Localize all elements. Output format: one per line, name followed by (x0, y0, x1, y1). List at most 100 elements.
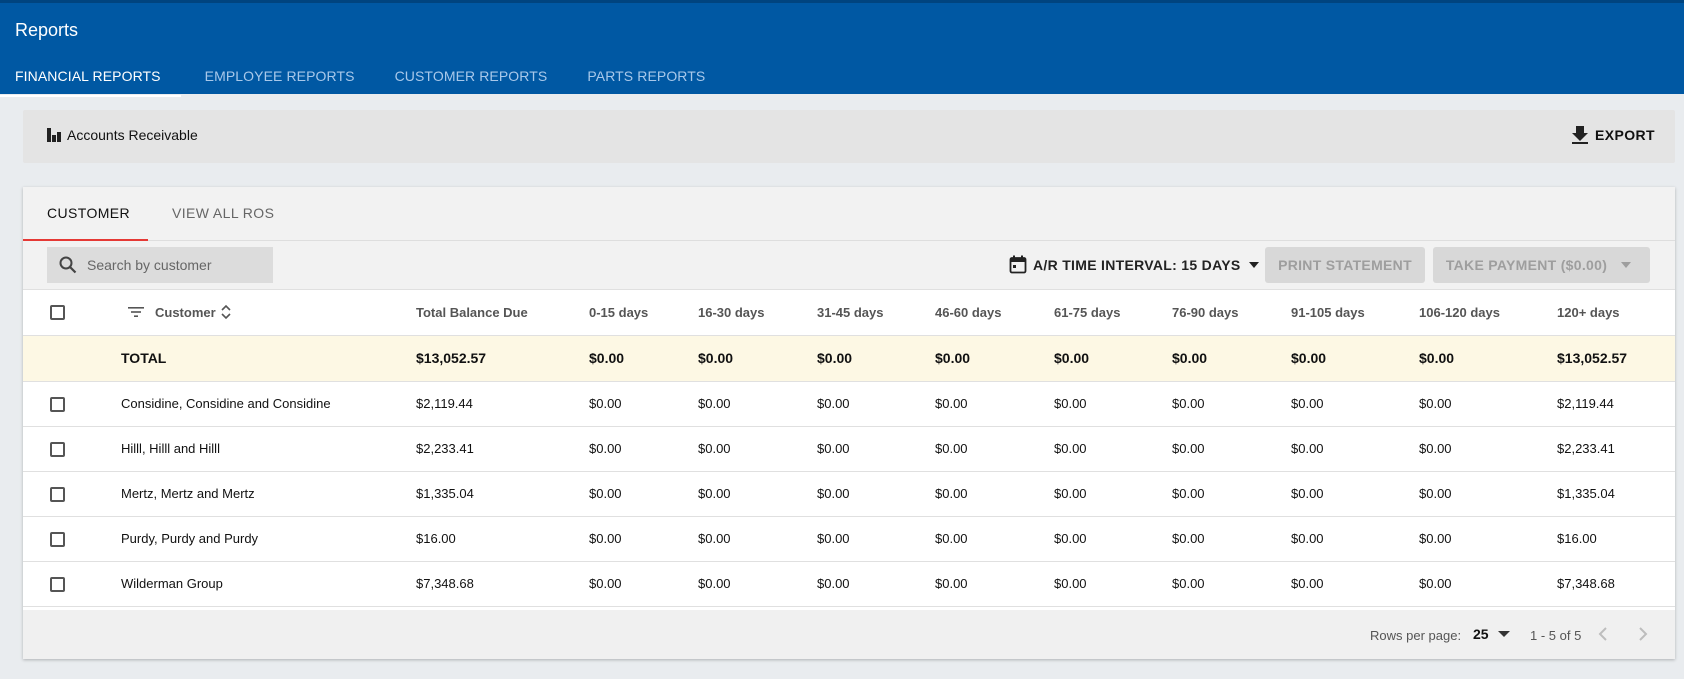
column-header-0-15: 0-15 days (589, 290, 698, 336)
amount-cell: $0.00 (698, 516, 817, 562)
total-cell: $0.00 (589, 335, 698, 382)
tab-customer-reports[interactable]: CUSTOMER REPORTS (394, 68, 548, 84)
customer-name-cell: Wilderman Group (99, 561, 416, 607)
row-checkbox[interactable] (50, 486, 65, 502)
total-cell: $0.00 (1054, 335, 1172, 382)
export-label: EXPORT (1595, 127, 1655, 143)
amount-cell: $0.00 (1172, 561, 1291, 607)
column-header-76-90: 76-90 days (1172, 290, 1291, 336)
customer-name-cell: Mertz, Mertz and Mertz (99, 471, 416, 517)
ar-interval-label: A/R TIME INTERVAL: 15 DAYS (1033, 256, 1241, 273)
report-toolbar: Accounts Receivable EXPORT (23, 110, 1675, 163)
table-row[interactable]: Considine, Considine and Considine $2,11… (23, 381, 1675, 427)
row-checkbox[interactable] (50, 576, 65, 592)
table-row[interactable]: Hilll, Hilll and Hilll $2,233.41 $0.00 $… (23, 426, 1675, 472)
ar-table: Customer Total Balance Due 0-15 days 16-… (23, 290, 1675, 607)
row-checkbox[interactable] (50, 396, 65, 412)
amount-cell: $0.00 (1172, 471, 1291, 517)
customer-name-cell: Considine, Considine and Considine (99, 381, 416, 427)
ar-interval-dropdown[interactable]: A/R TIME INTERVAL: 15 DAYS (1009, 255, 1264, 274)
total-cell: $0.00 (817, 335, 935, 382)
row-checkbox[interactable] (50, 531, 65, 547)
amount-cell: $0.00 (1419, 381, 1557, 427)
total-cell: $13,052.57 (416, 335, 589, 382)
download-icon (1572, 126, 1589, 144)
column-header-46-60: 46-60 days (935, 290, 1054, 336)
tab-financial-reports[interactable]: FINANCIAL REPORTS (0, 57, 181, 97)
amount-cell: $2,119.44 (1557, 381, 1675, 427)
row-select-cell (23, 471, 99, 517)
amount-cell: $2,233.41 (416, 426, 589, 472)
amount-cell: $16.00 (416, 516, 589, 562)
row-select-cell (23, 381, 99, 427)
amount-cell: $0.00 (935, 516, 1054, 562)
tab-customer[interactable]: CUSTOMER (23, 187, 148, 241)
amount-cell: $0.00 (1419, 471, 1557, 517)
print-statement-button[interactable]: PRINT STATEMENT (1265, 247, 1425, 283)
amount-cell: $0.00 (1054, 516, 1172, 562)
chevron-right-icon[interactable] (1633, 625, 1651, 643)
caret-down-icon (1621, 262, 1632, 268)
amount-cell: $0.00 (935, 471, 1054, 517)
amount-cell: $0.00 (698, 426, 817, 472)
total-cell: $13,052.57 (1557, 335, 1675, 382)
amount-cell: $0.00 (817, 381, 935, 427)
amount-cell: $2,233.41 (1557, 426, 1675, 472)
view-tabs: CUSTOMER VIEW ALL ROS (23, 187, 1675, 241)
total-cell: $0.00 (1419, 335, 1557, 382)
amount-cell: $0.00 (1172, 426, 1291, 472)
table-row[interactable]: Mertz, Mertz and Mertz $1,335.04 $0.00 $… (23, 471, 1675, 517)
app-bar: Reports FINANCIAL REPORTS EMPLOYEE REPOR… (0, 0, 1684, 97)
amount-cell: $0.00 (1291, 471, 1419, 517)
column-header-16-30: 16-30 days (698, 290, 817, 336)
rows-per-page-label: Rows per page: (1370, 628, 1462, 643)
tab-view-all-ros[interactable]: VIEW ALL ROS (172, 205, 275, 221)
total-label: TOTAL (99, 335, 416, 382)
chevron-left-icon[interactable] (1595, 625, 1613, 643)
calendar-icon (1009, 255, 1027, 274)
select-all-checkbox[interactable] (50, 305, 65, 321)
pagination-range: 1 - 5 of 5 (1530, 628, 1582, 643)
row-select-cell (23, 561, 99, 607)
column-header-customer[interactable]: Customer (99, 290, 416, 336)
total-row: TOTAL $13,052.57 $0.00 $0.00 $0.00 $0.00… (23, 335, 1675, 382)
amount-cell: $0.00 (1054, 381, 1172, 427)
table-row[interactable]: Wilderman Group $7,348.68 $0.00 $0.00 $0… (23, 561, 1675, 607)
amount-cell: $1,335.04 (1557, 471, 1675, 517)
total-cell: $0.00 (1172, 335, 1291, 382)
amount-cell: $0.00 (1054, 426, 1172, 472)
table-header-row: Customer Total Balance Due 0-15 days 16-… (23, 290, 1675, 336)
amount-cell: $0.00 (1419, 561, 1557, 607)
amount-cell: $0.00 (589, 426, 698, 472)
filter-icon[interactable] (127, 305, 145, 319)
amount-cell: $0.00 (589, 561, 698, 607)
column-header-61-75: 61-75 days (1054, 290, 1172, 336)
amount-cell: $0.00 (1291, 426, 1419, 472)
search-input[interactable] (87, 257, 257, 273)
table-row[interactable]: Purdy, Purdy and Purdy $16.00 $0.00 $0.0… (23, 516, 1675, 562)
customer-name-cell: Hilll, Hilll and Hilll (99, 426, 416, 472)
rows-per-page-select[interactable]: 25 (1473, 626, 1511, 642)
amount-cell: $0.00 (589, 471, 698, 517)
sort-icon[interactable] (220, 303, 232, 321)
amount-cell: $0.00 (1172, 381, 1291, 427)
tab-employee-reports[interactable]: EMPLOYEE REPORTS (204, 68, 355, 84)
amount-cell: $7,348.68 (416, 561, 589, 607)
row-select-cell (23, 516, 99, 562)
tab-parts-reports[interactable]: PARTS REPORTS (587, 68, 706, 84)
column-header-31-45: 31-45 days (817, 290, 935, 336)
total-cell: $0.00 (1291, 335, 1419, 382)
amount-cell: $0.00 (1291, 381, 1419, 427)
amount-cell: $0.00 (1054, 561, 1172, 607)
take-payment-button[interactable]: TAKE PAYMENT ($0.00) (1433, 247, 1650, 283)
amount-cell: $0.00 (935, 426, 1054, 472)
row-select-cell (23, 426, 99, 472)
amount-cell: $2,119.44 (416, 381, 589, 427)
amount-cell: $0.00 (1054, 471, 1172, 517)
column-header-total-balance: Total Balance Due (416, 290, 589, 336)
row-checkbox[interactable] (50, 441, 65, 457)
customer-name-cell: Purdy, Purdy and Purdy (99, 516, 416, 562)
report-title: Accounts Receivable (45, 127, 198, 143)
amount-cell: $0.00 (589, 381, 698, 427)
export-button[interactable]: EXPORT (1571, 125, 1655, 145)
